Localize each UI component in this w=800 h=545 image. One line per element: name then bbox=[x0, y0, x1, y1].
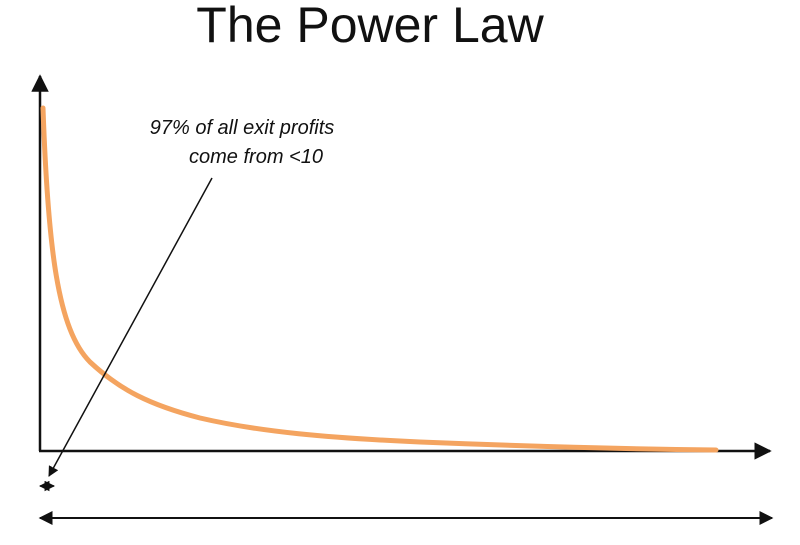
annotation-line: 97% of all exit profits bbox=[150, 117, 335, 139]
slide-title: The Power Law bbox=[196, 0, 544, 53]
annotation-arrow bbox=[48, 177, 213, 477]
power-law-curve bbox=[40, 105, 719, 453]
annotation-line: come from <10 bbox=[189, 146, 323, 168]
